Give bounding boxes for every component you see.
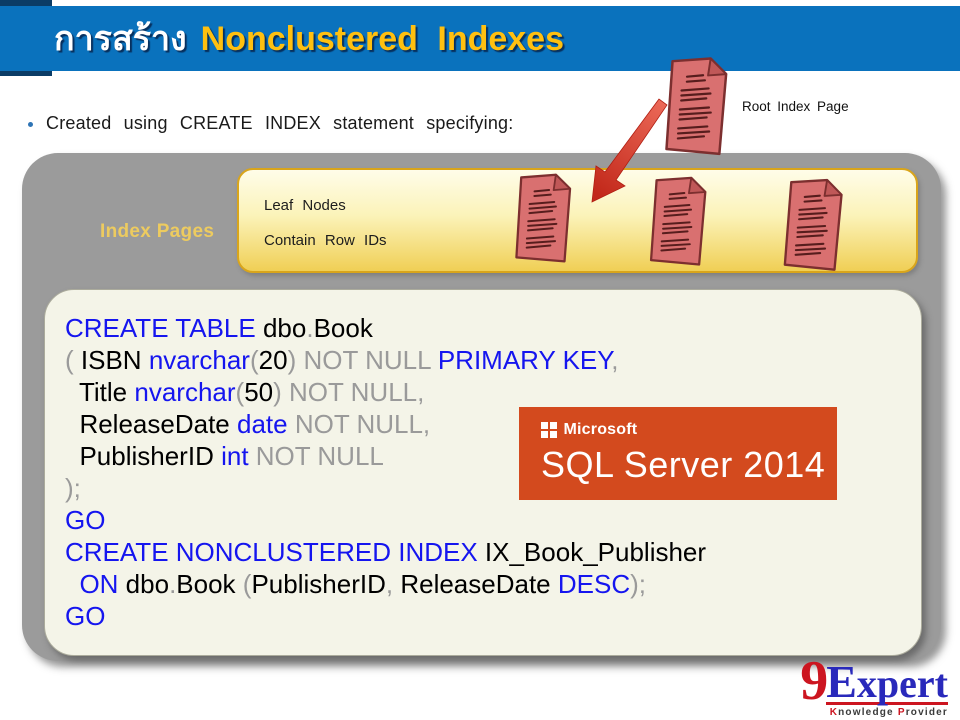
tagline-word: Knowledge bbox=[829, 707, 894, 718]
logo-expert: Expert bbox=[826, 656, 948, 708]
title-english: Nonclustered Indexes bbox=[200, 19, 564, 58]
leaf-page-icon bbox=[645, 172, 708, 270]
sql-server-logo: Microsoft SQL Server 2014 bbox=[519, 407, 837, 500]
header-blue-bar: การสร้าง Nonclustered Indexes bbox=[0, 6, 960, 71]
leaf-page-icon bbox=[511, 169, 573, 267]
bullet-item: Created using CREATE INDEX statement spe… bbox=[28, 113, 513, 134]
code-line: CREATE TABLE dbo.Book bbox=[65, 313, 373, 343]
index-pages-label: Index Pages bbox=[100, 221, 215, 242]
bullet-text: Created using CREATE INDEX statement spe… bbox=[46, 113, 514, 133]
leaf-nodes-title: Leaf Nodes bbox=[264, 197, 346, 214]
page-title: การสร้าง Nonclustered Indexes bbox=[54, 22, 564, 56]
code-line: GO bbox=[65, 505, 106, 535]
code-line: ( ISBN nvarchar(20) NOT NULL PRIMARY KEY… bbox=[65, 345, 619, 375]
logo-tagline: Knowledge Provider bbox=[800, 707, 948, 718]
code-line: ReleaseDate date NOT NULL, bbox=[65, 409, 431, 439]
code-line: GO bbox=[65, 601, 106, 631]
title-thai: การสร้าง bbox=[54, 19, 187, 58]
microsoft-brand-row: Microsoft bbox=[541, 421, 837, 439]
code-line: Title nvarchar(50) NOT NULL, bbox=[65, 377, 425, 407]
tagline-word: Provider bbox=[897, 707, 948, 718]
code-line: CREATE NONCLUSTERED INDEX IX_Book_Publis… bbox=[65, 537, 707, 567]
sql-product-name: SQL Server 2014 bbox=[541, 444, 826, 485]
logo-underline bbox=[826, 702, 948, 705]
leaf-nodes-subtitle: Contain Row IDs bbox=[264, 232, 387, 249]
root-index-page-label: Root Index Page bbox=[742, 99, 849, 114]
sql-code-box: CREATE TABLE dbo.Book( ISBN nvarchar(20)… bbox=[44, 289, 922, 656]
microsoft-logo-icon bbox=[541, 422, 557, 438]
root-index-page-icon bbox=[660, 55, 729, 157]
logo-nine: 9 bbox=[800, 649, 829, 712]
nine-expert-wordmark: 9 Expert bbox=[800, 649, 948, 712]
code-line: ); bbox=[65, 473, 81, 503]
microsoft-brand-text: Microsoft bbox=[563, 421, 638, 438]
code-line: ON dbo.Book (PublisherID, ReleaseDate DE… bbox=[65, 569, 647, 599]
nine-expert-logo: 9 Expert Knowledge Provider bbox=[800, 649, 948, 718]
bullet-icon bbox=[28, 122, 33, 127]
leaf-page-icon bbox=[779, 175, 845, 275]
sql-code: CREATE TABLE dbo.Book( ISBN nvarchar(20)… bbox=[65, 312, 921, 632]
header-bar: การสร้าง Nonclustered Indexes bbox=[0, 0, 960, 76]
code-line: PublisherID int NOT NULL bbox=[65, 441, 384, 471]
